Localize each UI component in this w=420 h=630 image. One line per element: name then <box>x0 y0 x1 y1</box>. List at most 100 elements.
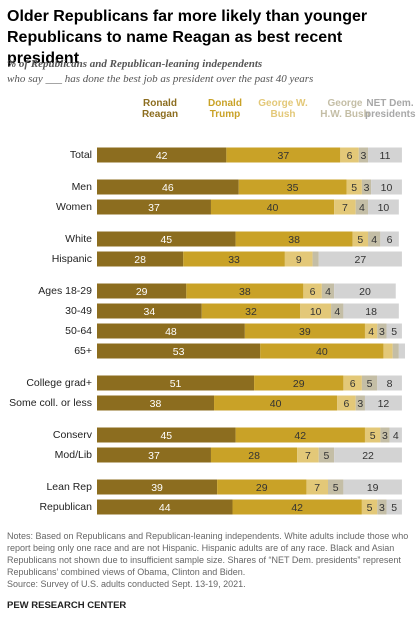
bar-segment <box>364 323 378 339</box>
bar-segment <box>238 179 347 195</box>
value-label: 28 <box>248 450 260 462</box>
value-label: 4 <box>325 286 331 298</box>
value-label: 3 <box>379 326 385 338</box>
bar-segment <box>377 323 387 339</box>
value-label: 3 <box>360 150 366 162</box>
bar-segment <box>217 479 307 495</box>
bar-segment <box>201 303 301 319</box>
value-label: 48 <box>165 326 177 338</box>
value-label: 45 <box>160 234 172 246</box>
value-label: 28 <box>134 254 146 266</box>
legend-entry: Ronald Reagan <box>141 98 179 120</box>
bar-segment <box>334 447 402 463</box>
category-label: Some coll. or less <box>9 397 92 409</box>
bar-segment <box>260 343 384 359</box>
bar-segment <box>210 447 298 463</box>
value-label: 3 <box>357 398 363 410</box>
legend-entry: NET Dem. presidents <box>365 98 416 120</box>
value-label: 29 <box>136 286 148 298</box>
notes: Notes: Based on Republicans and Republic… <box>7 530 415 590</box>
bar-segment <box>303 283 322 299</box>
category-label: Lean Rep <box>46 481 92 493</box>
value-label: 8 <box>387 378 393 390</box>
value-label: 42 <box>156 150 168 162</box>
bar-segment <box>97 375 255 391</box>
bar-segment <box>244 323 365 339</box>
value-label: 5 <box>391 326 397 338</box>
value-label: 27 <box>354 254 366 266</box>
value-label: 3 <box>379 502 385 514</box>
subtitle: who say ___ has done the best job as pre… <box>7 73 314 85</box>
bar-segment <box>328 479 344 495</box>
bar-segment <box>306 479 328 495</box>
bar-segment <box>352 231 369 247</box>
value-label: 5 <box>391 502 397 514</box>
value-label: 38 <box>288 234 300 246</box>
value-label: 5 <box>333 482 339 494</box>
value-label: 39 <box>299 326 311 338</box>
category-label: Women <box>56 201 92 213</box>
bar-segment <box>300 303 332 319</box>
value-label: 5 <box>351 182 357 194</box>
category-label: Republican <box>39 501 92 513</box>
value-label: 42 <box>294 430 306 442</box>
bar-segment <box>343 303 399 319</box>
category-label: College grad+ <box>26 377 92 389</box>
chart-title: Older Republicans far more likely than y… <box>7 8 368 67</box>
bar-segment <box>97 395 215 411</box>
value-label: 10 <box>378 202 390 214</box>
bar-segment <box>97 147 227 163</box>
bar-segment <box>318 251 402 267</box>
value-label: 18 <box>365 306 377 318</box>
bar-segment <box>97 479 218 495</box>
value-label: 10 <box>310 306 322 318</box>
bar-segment <box>214 395 338 411</box>
value-label: 38 <box>150 398 162 410</box>
bar-segment <box>380 427 390 443</box>
bar-segment <box>312 251 319 267</box>
value-label: 38 <box>239 286 251 298</box>
bar-segment <box>377 499 387 515</box>
bar-segment <box>331 303 344 319</box>
value-label: 3 <box>382 430 388 442</box>
bar-segment <box>97 199 211 215</box>
value-label: 7 <box>305 450 311 462</box>
value-label: 5 <box>324 450 330 462</box>
bar-segment <box>97 231 236 247</box>
value-label: 5 <box>357 234 363 246</box>
bar-segment <box>97 427 236 443</box>
value-label: 53 <box>173 346 185 358</box>
bar-segment <box>361 499 378 515</box>
bar-segment <box>235 427 365 443</box>
value-label: 9 <box>296 254 302 266</box>
bar-segment <box>97 179 239 195</box>
bar-segment <box>97 283 187 299</box>
category-label: 30-49 <box>65 305 92 317</box>
value-label: 4 <box>359 202 365 214</box>
value-label: 35 <box>287 182 299 194</box>
value-label: 6 <box>347 150 353 162</box>
value-label: 37 <box>148 450 160 462</box>
value-label: 39 <box>151 482 163 494</box>
value-label: 40 <box>267 202 279 214</box>
category-label: White <box>65 233 92 245</box>
bar-segment <box>358 147 369 163</box>
value-label: 45 <box>160 430 172 442</box>
bar-segment <box>386 499 402 515</box>
category-label: Total <box>70 149 92 161</box>
value-label: 4 <box>368 326 374 338</box>
credit: PEW RESEARCH CENTER <box>7 600 127 611</box>
bar-segment <box>284 251 313 267</box>
bar-segment <box>380 231 399 247</box>
bar-segment <box>383 343 393 359</box>
value-label: 19 <box>367 482 379 494</box>
bar-segment <box>355 199 369 215</box>
bar-segment <box>340 147 359 163</box>
bar-segment <box>368 231 381 247</box>
category-label: 65+ <box>74 345 92 357</box>
bar-segment <box>334 199 356 215</box>
bar-segment <box>97 323 245 339</box>
bar-segment <box>337 395 356 411</box>
bar-segment <box>226 147 341 163</box>
